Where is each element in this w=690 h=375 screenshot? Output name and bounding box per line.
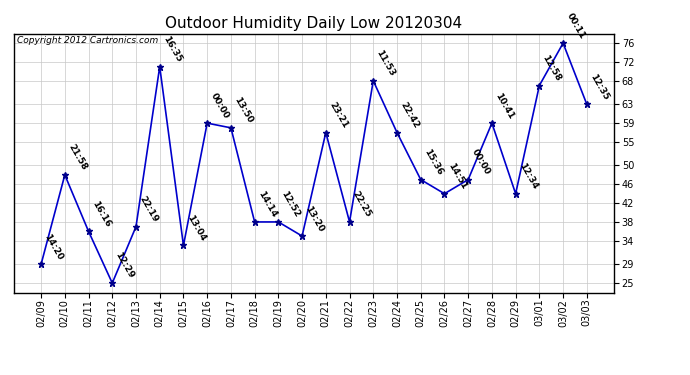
Text: 12:29: 12:29	[114, 251, 136, 280]
Text: 11:53: 11:53	[375, 49, 397, 78]
Text: 13:04: 13:04	[185, 213, 207, 243]
Text: 00:00: 00:00	[208, 92, 230, 120]
Text: Copyright 2012 Cartronics.com: Copyright 2012 Cartronics.com	[17, 36, 158, 45]
Text: 16:35: 16:35	[161, 34, 184, 64]
Text: 13:50: 13:50	[233, 96, 255, 125]
Title: Outdoor Humidity Daily Low 20120304: Outdoor Humidity Daily Low 20120304	[166, 16, 462, 31]
Text: 12:52: 12:52	[279, 190, 302, 219]
Text: 13:20: 13:20	[304, 204, 326, 233]
Text: 14:51: 14:51	[446, 162, 468, 191]
Text: 12:58: 12:58	[541, 53, 563, 83]
Text: 21:58: 21:58	[66, 143, 88, 172]
Text: 00:00: 00:00	[470, 148, 491, 177]
Text: 22:19: 22:19	[137, 195, 159, 224]
Text: 14:20: 14:20	[43, 232, 65, 261]
Text: 12:35: 12:35	[588, 72, 611, 102]
Text: 15:36: 15:36	[422, 147, 444, 177]
Text: 23:21: 23:21	[327, 100, 349, 130]
Text: 14:14: 14:14	[256, 190, 278, 219]
Text: 16:16: 16:16	[90, 199, 112, 229]
Text: 00:11: 00:11	[564, 11, 586, 40]
Text: 10:41: 10:41	[493, 91, 515, 120]
Text: 22:25: 22:25	[351, 190, 373, 219]
Text: 12:34: 12:34	[517, 162, 539, 191]
Text: 22:42: 22:42	[398, 100, 420, 130]
